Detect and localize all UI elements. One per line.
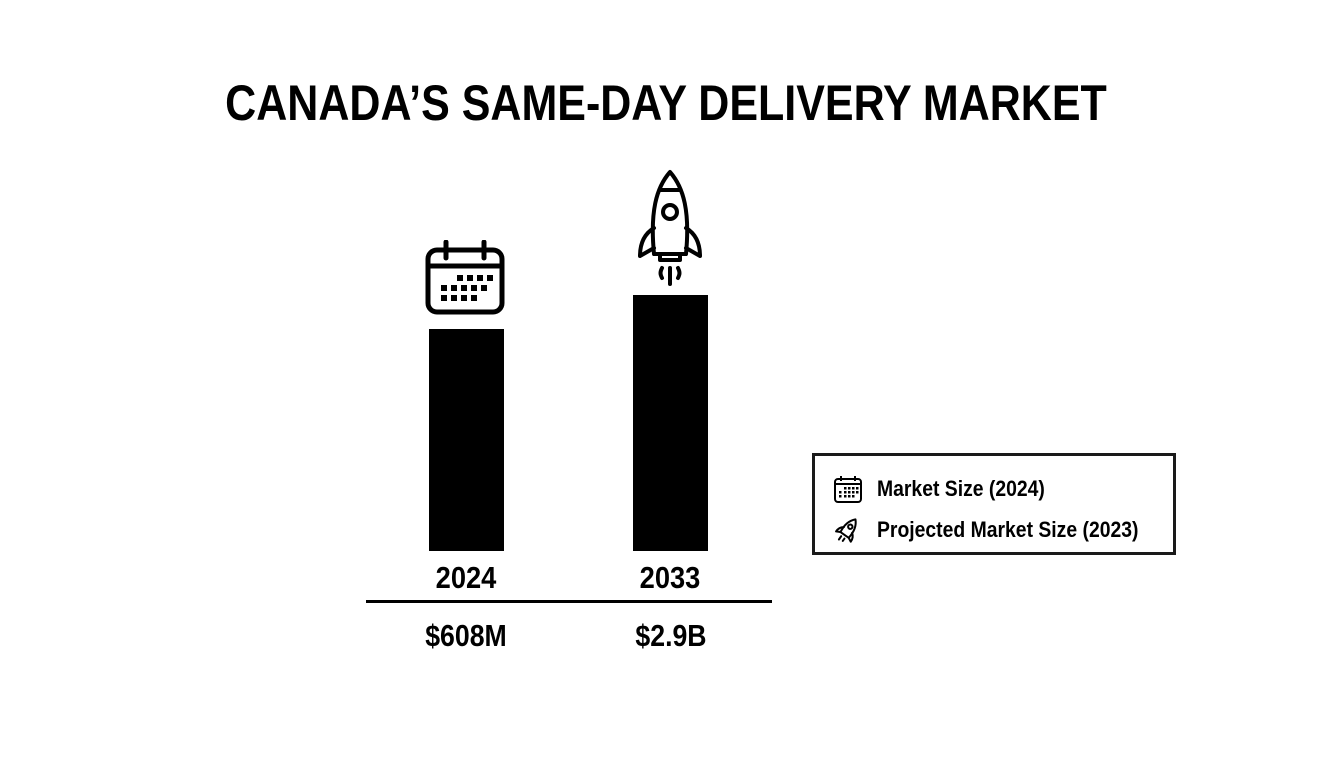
legend-item-projected-market-size: Projected Market Size (2023)	[833, 515, 1174, 545]
value-label-2033: $2.9B	[635, 618, 707, 653]
x-axis-line	[366, 600, 772, 603]
rocket-icon	[835, 518, 857, 543]
calendar-icon	[425, 240, 505, 315]
legend-label: Market Size (2024)	[877, 476, 1045, 501]
chart-title: CANADA’S SAME-DAY DELIVERY MARKET	[225, 75, 1107, 131]
bar-2024	[429, 329, 504, 551]
legend-label: Projected Market Size (2023)	[877, 517, 1139, 542]
bar-2033	[633, 295, 708, 551]
legend: Market Size (2024) Projected Market Size…	[812, 453, 1176, 555]
calendar-icon	[834, 476, 862, 503]
legend-item-market-size: Market Size (2024)	[833, 474, 1068, 504]
category-label-2024: 2024	[435, 560, 497, 595]
category-label-2033: 2033	[639, 560, 701, 595]
rocket-icon	[638, 170, 702, 286]
value-label-2024: $608M	[425, 618, 507, 653]
